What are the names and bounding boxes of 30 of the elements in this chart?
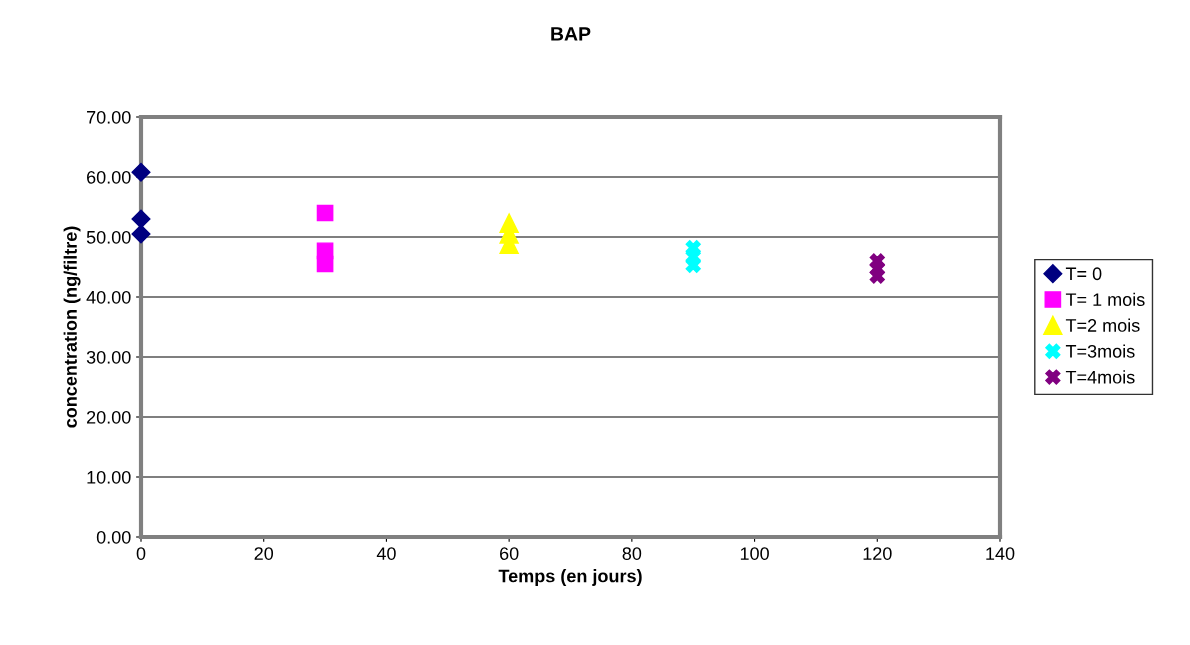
point	[131, 224, 151, 244]
legend-label: T=2 mois	[1065, 318, 1140, 332]
y-tick-label: 50.00	[86, 230, 131, 244]
legend-label: T=3mois	[1065, 344, 1135, 358]
chart-title: BAP	[551, 27, 591, 41]
x-tick-label: 120	[863, 547, 892, 560]
legend-label: T= 1 mois	[1065, 292, 1145, 306]
point	[316, 204, 334, 222]
point	[131, 209, 151, 229]
y-tick-label: 70.00	[87, 110, 131, 124]
y-tick-label: 20.00	[87, 410, 131, 424]
x-tick-label: 0	[136, 547, 146, 560]
y-tick-label: 60.00	[87, 170, 131, 184]
x-tick-label: 60	[500, 547, 519, 560]
y-axis-title: concentration (ng/filtre)	[63, 226, 81, 428]
x-tick-label: 100	[740, 547, 769, 560]
x-tick-label: 40	[376, 547, 396, 560]
legend-label: T= 0	[1065, 267, 1102, 281]
x-axis-title: Temps (en jours)	[498, 569, 642, 586]
y-tick-label: 10.00	[87, 470, 131, 484]
legend-label: T=4mois	[1065, 370, 1135, 384]
point	[869, 268, 885, 284]
x-tick-label: 20	[254, 547, 274, 560]
y-tick-label: 30.00	[86, 350, 131, 364]
point	[131, 162, 151, 182]
x-tick-label: 140	[986, 547, 1015, 560]
y-tick-label: 40.00	[86, 290, 131, 304]
x-tick-label: 80	[622, 547, 642, 560]
y-tick-label: 0.00	[96, 530, 131, 544]
point	[316, 255, 334, 273]
